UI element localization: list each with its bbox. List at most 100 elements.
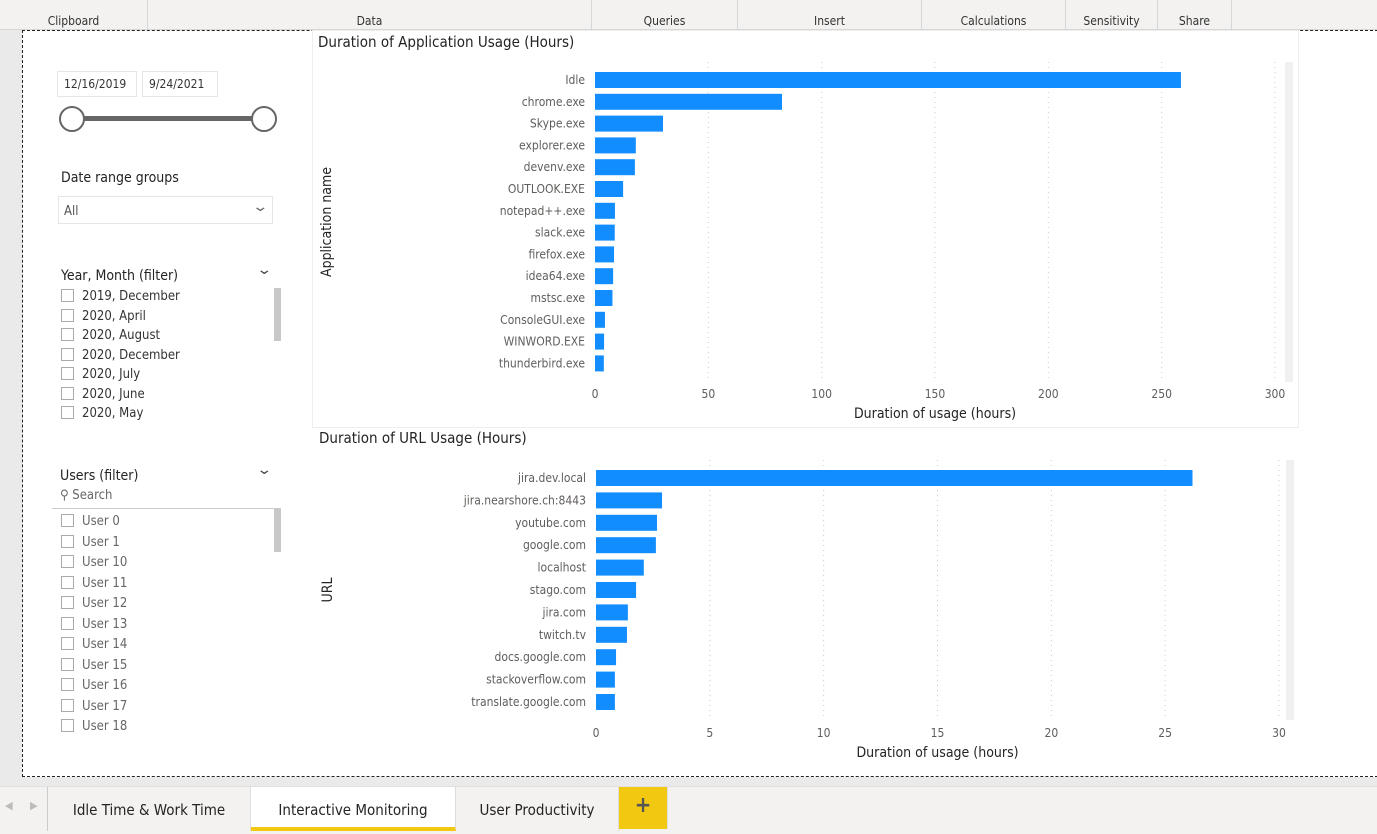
- list-item[interactable]: 2020, May: [61, 406, 271, 426]
- list-item-label: User 11: [82, 575, 128, 591]
- list-item-label: User 12: [82, 596, 128, 611]
- bar: [595, 181, 624, 197]
- checkbox[interactable]: [61, 308, 74, 322]
- y-category-label: notepad++.exe: [500, 204, 586, 218]
- x-tick-label: 50: [701, 387, 715, 401]
- checkbox[interactable]: [61, 328, 74, 341]
- x-tick-label: 200: [1038, 387, 1059, 401]
- checkbox[interactable]: [61, 534, 74, 548]
- ribbon-group-share[interactable]: Share: [1158, 0, 1232, 30]
- list-item-label: User 0: [82, 514, 120, 529]
- list-item[interactable]: User 11: [61, 575, 271, 597]
- ribbon-group-data[interactable]: Data: [148, 0, 592, 30]
- scroll-right-icon[interactable]: ▶: [30, 799, 38, 812]
- list-item[interactable]: 2020, April: [61, 308, 271, 329]
- date-slider-track[interactable]: [72, 116, 264, 121]
- list-item[interactable]: User 16: [61, 678, 271, 699]
- y-category-label: chrome.exe: [522, 95, 586, 109]
- checkbox[interactable]: [61, 719, 74, 732]
- bar: [595, 224, 615, 241]
- checkbox[interactable]: [61, 596, 74, 609]
- bar: [595, 159, 635, 176]
- date-range-groups-label: Date range groups: [61, 170, 179, 186]
- users-search-input[interactable]: ⚲ Search: [52, 488, 277, 509]
- checkbox[interactable]: [61, 698, 74, 712]
- users-filter-title: Users (filter): [60, 468, 139, 484]
- bar: [595, 202, 615, 219]
- end-date-input[interactable]: 9/24/2021: [142, 71, 218, 97]
- list-item[interactable]: User 15: [61, 657, 271, 679]
- checkbox[interactable]: [61, 367, 74, 380]
- chevron-down-icon[interactable]: ⌄: [256, 462, 273, 478]
- page-tab-bar: ◀ ▶ Idle Time & Work Time Interactive Mo…: [0, 786, 1377, 834]
- tab-interactive-monitoring[interactable]: Interactive Monitoring: [251, 787, 456, 831]
- ribbon-group-clipboard[interactable]: Clipboard: [0, 0, 148, 30]
- tab-idle-time-work-time[interactable]: Idle Time & Work Time: [47, 787, 251, 831]
- y-category-label: Idle: [565, 73, 585, 87]
- x-axis-title: Duration of usage (hours): [854, 406, 1016, 422]
- year-month-list: 2019, December 2020, April 2020, August 202…: [61, 289, 271, 426]
- report-canvas: [22, 30, 1377, 777]
- y-category-label: ConsoleGUI.exe: [500, 313, 585, 327]
- checkbox[interactable]: [61, 347, 74, 361]
- chart-scrollbar: [1285, 62, 1293, 382]
- y-category-label: OUTLOOK.EXE: [508, 182, 585, 196]
- checkbox[interactable]: [61, 637, 74, 650]
- ribbon-group-calculations[interactable]: Calculations: [922, 0, 1066, 30]
- list-item[interactable]: 2020, July: [61, 367, 271, 387]
- checkbox[interactable]: [61, 678, 74, 691]
- list-item-label: User 1: [82, 534, 120, 550]
- list-item[interactable]: 2020, August: [61, 328, 271, 348]
- y-category-label: WINWORD.EXE: [504, 335, 586, 349]
- list-item[interactable]: 2019, December: [61, 289, 271, 309]
- y-category-label: Skype.exe: [530, 117, 585, 131]
- y-category-label: idea64.exe: [526, 269, 586, 283]
- checkbox[interactable]: [61, 555, 74, 568]
- bar: [595, 290, 613, 306]
- y-category-label: explorer.exe: [519, 138, 585, 152]
- list-item[interactable]: User 12: [61, 596, 271, 617]
- bar: [595, 137, 636, 154]
- y-axis-title: Application name: [319, 167, 335, 277]
- bar: [595, 333, 605, 350]
- list-item[interactable]: User 18: [61, 719, 271, 734]
- list-item[interactable]: User 10: [61, 555, 271, 576]
- x-tick-label: 100: [811, 387, 832, 401]
- list-item[interactable]: User 13: [61, 616, 271, 638]
- ribbon-group-sensitivity[interactable]: Sensitivity: [1066, 0, 1158, 30]
- list-item[interactable]: User 0: [61, 514, 271, 535]
- list-item-label: 2020, June: [82, 386, 145, 402]
- checkbox[interactable]: [61, 386, 74, 400]
- y-category-label: devenv.exe: [524, 160, 586, 174]
- ribbon-group-queries[interactable]: Queries: [592, 0, 738, 30]
- year-month-scrollbar[interactable]: [274, 288, 281, 341]
- dropdown-value: All: [64, 204, 79, 219]
- checkbox[interactable]: [61, 406, 74, 419]
- ribbon-group-insert[interactable]: Insert: [738, 0, 922, 30]
- checkbox[interactable]: [61, 575, 74, 589]
- list-item[interactable]: User 1: [61, 534, 271, 556]
- checkbox[interactable]: [61, 657, 74, 671]
- app-usage-chart-frame: [312, 30, 1299, 428]
- x-tick-label: 150: [925, 387, 946, 401]
- scroll-left-icon[interactable]: ◀: [5, 799, 13, 812]
- list-item[interactable]: User 17: [61, 698, 271, 720]
- list-item-label: User 15: [82, 657, 128, 673]
- list-item-label: User 17: [82, 698, 128, 714]
- date-range-groups-dropdown[interactable]: All ⌄: [58, 196, 273, 224]
- chevron-down-icon: ⌄: [252, 199, 270, 215]
- start-date-input[interactable]: 12/16/2019: [57, 71, 137, 97]
- chevron-down-icon[interactable]: ⌄: [256, 262, 273, 278]
- list-item[interactable]: User 14: [61, 637, 271, 658]
- checkbox[interactable]: [61, 616, 74, 630]
- date-slider-start-handle[interactable]: [59, 106, 85, 132]
- search-icon: ⚲: [60, 488, 69, 503]
- list-item[interactable]: 2020, December: [61, 347, 271, 368]
- checkbox[interactable]: [61, 289, 74, 302]
- users-scrollbar[interactable]: [274, 508, 281, 552]
- checkbox[interactable]: [61, 514, 74, 527]
- date-slider-end-handle[interactable]: [251, 106, 277, 132]
- add-page-button[interactable]: +: [619, 787, 668, 829]
- tab-user-productivity[interactable]: User Productivity: [456, 787, 619, 831]
- list-item[interactable]: 2020, June: [61, 386, 271, 407]
